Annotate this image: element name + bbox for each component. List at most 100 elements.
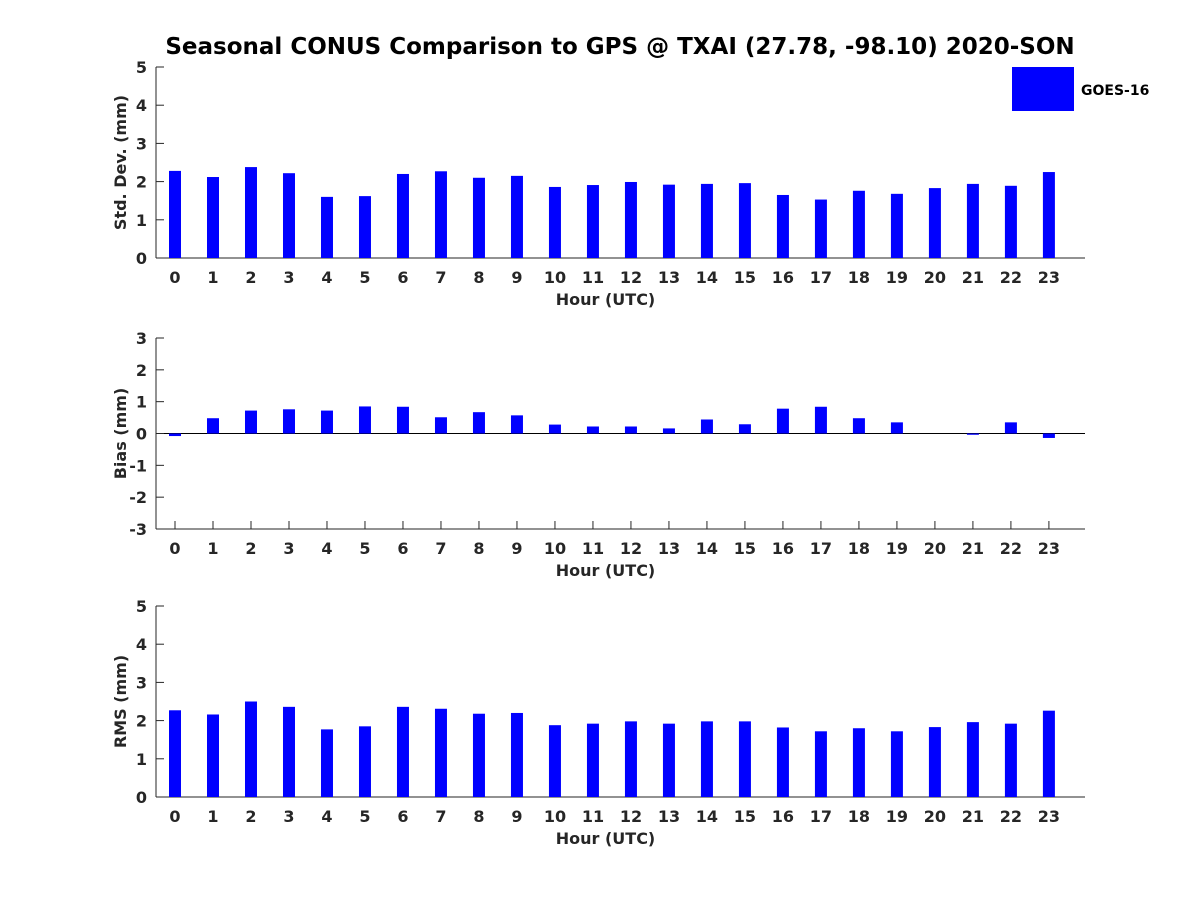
x-tick-label: 8 [473,268,484,287]
bar-hour-13 [662,723,675,797]
x-tick-label: 7 [435,539,446,558]
x-tick-label: 23 [1038,807,1060,826]
x-tick-label: 20 [924,539,946,558]
bar-hour-3 [282,409,295,434]
x-tick-label: 16 [772,268,794,287]
bar-hour-18 [852,418,865,434]
x-tick-label: 3 [283,807,294,826]
bar-hour-23 [1042,172,1055,258]
y-tick-label: 1 [136,393,147,412]
bar-hour-9 [510,712,523,797]
x-tick-label: 15 [734,807,756,826]
bar-hour-12 [624,721,637,797]
y-tick-label: 0 [136,249,147,268]
bar-hour-5 [358,726,371,797]
bar-hour-6 [396,406,409,434]
x-tick-label: 2 [245,268,256,287]
y-tick-label: 0 [136,425,147,444]
y-tick-label: 1 [136,750,147,769]
bar-hour-2 [244,167,257,258]
bar-hour-9 [510,175,523,258]
x-tick-label: 17 [810,268,832,287]
bar-hour-1 [206,418,219,434]
x-tick-label: 18 [848,539,870,558]
bar-hour-12 [624,426,637,434]
x-tick-label: 5 [359,807,370,826]
x-tick-label: 18 [848,807,870,826]
x-tick-label: 9 [511,268,522,287]
x-tick-label: 15 [734,268,756,287]
x-tick-label: 11 [582,807,604,826]
x-tick-label: 21 [962,268,984,287]
x-axis-label: Hour (UTC) [556,561,656,580]
bar-hour-0 [169,170,181,258]
x-tick-label: 23 [1038,539,1060,558]
y-tick-label: 3 [136,134,147,153]
x-tick-label: 9 [511,539,522,558]
figure-title: Seasonal CONUS Comparison to GPS @ TXAI … [165,34,1074,60]
y-tick-label: 4 [136,96,147,115]
y-tick-label: 4 [136,635,147,654]
x-axis-label: Hour (UTC) [556,290,656,309]
x-tick-label: 14 [696,539,718,558]
bar-hour-4 [320,729,333,797]
y-tick-label: 0 [136,788,147,807]
x-tick-label: 22 [1000,807,1022,826]
bar-hour-8 [472,412,485,434]
x-tick-label: 12 [620,268,642,287]
bar-hour-15 [738,183,751,258]
x-tick-label: 16 [772,539,794,558]
x-tick-label: 10 [544,268,566,287]
bar-hour-6 [396,173,409,258]
y-tick-label: -2 [129,488,147,507]
x-tick-label: 4 [321,268,332,287]
bar-hour-1 [206,177,219,258]
x-tick-label: 13 [658,539,680,558]
legend: GOES-16 [1012,67,1149,111]
x-tick-label: 4 [321,539,332,558]
bar-hour-4 [320,196,333,258]
x-tick-label: 8 [473,539,484,558]
x-tick-label: 0 [169,807,180,826]
y-axis-label: RMS (mm) [111,655,130,748]
bar-hour-7 [434,708,447,797]
x-tick-label: 13 [658,268,680,287]
x-tick-label: 19 [886,268,908,287]
x-axis-label: Hour (UTC) [556,829,656,848]
bar-hour-4 [320,410,333,434]
bar-hour-5 [358,406,371,434]
y-tick-label: 2 [136,361,147,380]
x-tick-label: 17 [810,539,832,558]
x-tick-label: 19 [886,539,908,558]
x-tick-label: 14 [696,807,718,826]
x-tick-label: 4 [321,807,332,826]
x-tick-label: 8 [473,807,484,826]
bar-hour-17 [814,199,827,258]
x-tick-label: 22 [1000,539,1022,558]
y-axis-label: Bias (mm) [111,388,130,480]
x-tick-label: 3 [283,268,294,287]
x-tick-label: 15 [734,539,756,558]
bar-hour-12 [624,181,637,258]
x-tick-label: 22 [1000,268,1022,287]
bar-hour-8 [472,713,485,797]
x-tick-label: 5 [359,268,370,287]
y-tick-label: 5 [136,597,147,616]
bar-hour-18 [852,728,865,797]
bar-hour-0 [169,710,181,797]
x-tick-label: 10 [544,539,566,558]
x-tick-label: 23 [1038,268,1060,287]
y-tick-label: 2 [136,712,147,731]
x-tick-label: 12 [620,539,642,558]
y-tick-label: 1 [136,211,147,230]
x-tick-label: 1 [207,807,218,826]
bar-hour-20 [928,727,941,797]
x-tick-label: 21 [962,807,984,826]
bar-hour-19 [890,193,903,258]
x-tick-label: 2 [245,807,256,826]
bar-hour-11 [586,426,599,434]
x-tick-label: 10 [544,807,566,826]
